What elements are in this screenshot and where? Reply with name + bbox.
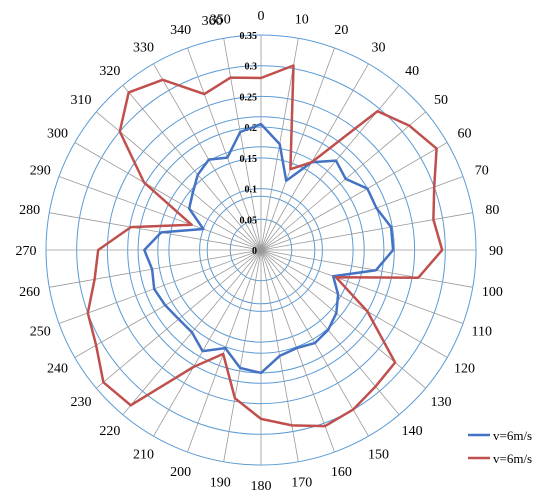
angle-tick-label: 200 [170, 465, 191, 480]
angle-tick-label: 10 [295, 13, 309, 28]
grid-spoke [187, 47, 262, 251]
angle-tick-label: 120 [454, 362, 475, 377]
angle-tick-labels: 0 10 20 30 40 50 60 70 80 90 100 110 120 130 140 150 160… [16, 9, 504, 494]
grid-spoke [223, 38, 262, 251]
grid-spoke [260, 176, 464, 251]
angle-tick-label: 100 [482, 285, 503, 300]
angle-tick-label: 250 [30, 324, 51, 339]
angle-tick-label: 220 [99, 424, 120, 439]
r-tick-label: 0.25 [240, 92, 258, 103]
angle-tick-label: 30 [372, 41, 386, 56]
legend-label: v=6m/s [493, 451, 532, 466]
grid-spoke [260, 63, 369, 251]
grid-spoke [260, 212, 473, 251]
legend: v=6m/s v=6m/s [468, 428, 532, 466]
angle-tick-label: 50 [434, 93, 448, 108]
angle-tick-label: 0 [258, 9, 265, 24]
grid-spoke [260, 111, 426, 251]
angle-tick-label: 140 [402, 424, 423, 439]
angle-tick-label: 150 [368, 448, 389, 463]
angle-tick-label: 20 [334, 23, 348, 38]
angle-tick-label: 360 [202, 14, 223, 29]
grid-spoke [260, 249, 448, 358]
angle-tick-label: 330 [133, 41, 154, 56]
grid-spoke [49, 249, 262, 288]
grid-spoke [96, 111, 262, 251]
angle-tick-label: 230 [71, 395, 92, 410]
r-tick-label: 0.15 [240, 154, 258, 165]
grid-spoke [260, 85, 400, 251]
grid-spoke [74, 249, 262, 358]
grid-spoke [187, 249, 262, 453]
grid-spoke [153, 63, 262, 251]
angle-tick-label: 40 [405, 64, 419, 79]
angle-tick-label: 110 [472, 324, 492, 339]
angle-tick-label: 310 [71, 93, 92, 108]
angle-tick-label: 300 [47, 127, 68, 142]
r-tick-label: 0.3 [245, 62, 258, 73]
grid-spoke [260, 249, 426, 389]
grid-spoke [58, 176, 262, 251]
angle-tick-label: 290 [30, 164, 51, 179]
angle-tick-label: 170 [291, 475, 312, 490]
r-tick-label: 0.1 [245, 185, 258, 196]
series-line [86, 64, 444, 428]
angle-tick-label: 70 [475, 164, 489, 179]
angle-tick-label: 270 [16, 244, 37, 259]
angle-tick-label: 90 [489, 244, 503, 259]
r-tick-label: 0.05 [240, 215, 258, 226]
series-lines [86, 64, 444, 428]
grid-spoke [260, 47, 335, 251]
angle-tick-label: 350 [210, 13, 231, 28]
angle-tick-label: 80 [485, 203, 499, 218]
angle-tick-label: 260 [19, 285, 40, 300]
angle-tick-label: 60 [458, 127, 472, 142]
angle-tick-label: 240 [47, 362, 68, 377]
grid-spoke [74, 142, 262, 251]
angle-tick-label: 340 [170, 23, 191, 38]
angle-tick-label: 160 [331, 465, 352, 480]
grid-spoke [49, 212, 262, 251]
grid-spoke [260, 142, 448, 251]
grid-spoke [260, 249, 335, 453]
angle-tick-label: 280 [19, 203, 40, 218]
grid-spoke [58, 249, 262, 324]
r-tick-label: 0.35 [240, 31, 258, 42]
legend-label: v=6m/s [493, 428, 532, 443]
grid-spoke [153, 249, 262, 437]
grid-spoke [260, 249, 473, 288]
grid-spoke [122, 85, 262, 251]
grid-spoke [260, 249, 464, 324]
grid [45, 34, 477, 466]
grid-spoke [223, 249, 262, 462]
angle-tick-label: 320 [99, 64, 120, 79]
angle-tick-label: 130 [431, 395, 452, 410]
r-tick-label: 0 [252, 246, 257, 257]
angle-tick-label: 190 [210, 475, 231, 490]
angle-tick-label: 210 [133, 448, 154, 463]
series-line [143, 122, 395, 375]
angle-tick-label: 180 [251, 479, 272, 494]
